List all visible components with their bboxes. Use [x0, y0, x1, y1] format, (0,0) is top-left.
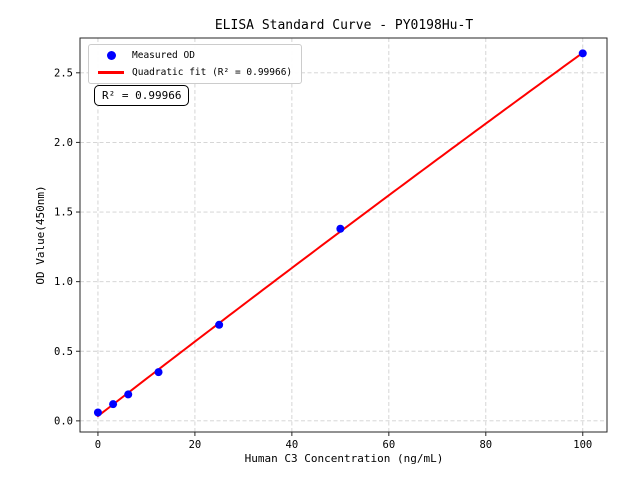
r-squared-annotation: R² = 0.99966 — [94, 85, 190, 106]
x-tick-labels: 0 20 40 60 80 100 — [95, 439, 592, 451]
data-point — [578, 49, 587, 58]
axis-ticks — [76, 72, 584, 436]
legend-item-quadratic-fit: Quadratic fit (R² = 0.99966) — [96, 66, 292, 79]
chart-title: ELISA Standard Curve - PY0198Hu-T — [215, 18, 473, 33]
y-tick-label: 0.0 — [54, 415, 73, 427]
x-tick-label: 100 — [573, 439, 592, 451]
legend-label-quadratic-fit: Quadratic fit (R² = 0.99966) — [132, 67, 293, 78]
x-axis-label: Human C3 Concentration (ng/mL) — [245, 452, 444, 465]
y-tick-label: 0.5 — [54, 346, 73, 358]
legend-label-measured-od: Measured OD — [132, 50, 195, 61]
data-point — [154, 368, 163, 377]
x-tick-label: 40 — [286, 439, 299, 451]
x-tick-label: 0 — [95, 439, 101, 451]
y-tick-label: 1.0 — [54, 276, 73, 288]
legend-item-measured-od: Measured OD — [96, 49, 292, 62]
scatter-dot-icon — [106, 51, 116, 60]
y-axis-label: OD Value(450nm) — [34, 185, 47, 284]
data-point — [124, 390, 133, 399]
legend-swatch-area — [96, 51, 126, 60]
quadratic-fit-line — [96, 51, 584, 418]
data-point — [109, 400, 118, 409]
y-tick-label: 1.5 — [54, 207, 73, 219]
legend-swatch-area — [96, 71, 126, 74]
y-tick-label: 2.5 — [54, 67, 73, 79]
data-point — [336, 224, 345, 233]
data-series — [93, 49, 587, 418]
data-point — [93, 408, 102, 417]
legend-box: Measured OD Quadratic fit (R² = 0.99966) — [88, 44, 303, 84]
data-point — [215, 320, 224, 329]
x-tick-label: 80 — [479, 439, 492, 451]
fit-line-icon — [98, 71, 124, 74]
x-tick-label: 60 — [383, 439, 396, 451]
plot-border — [79, 37, 608, 433]
x-tick-label: 20 — [189, 439, 202, 451]
y-tick-label: 2.0 — [54, 137, 73, 149]
y-tick-labels: 0.0 0.5 1.0 1.5 2.0 2.5 — [54, 67, 73, 427]
